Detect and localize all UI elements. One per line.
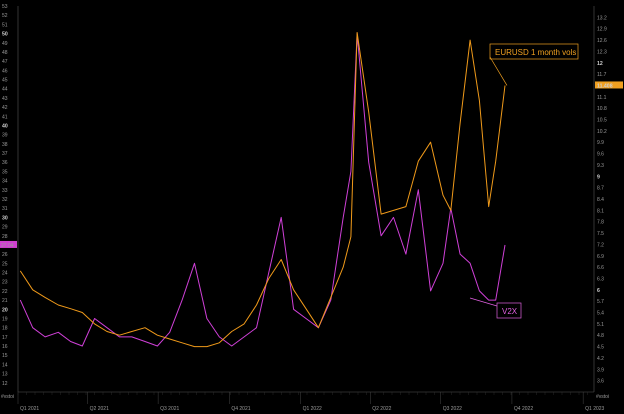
left-tick-label: 40 — [2, 123, 8, 129]
right-tick-label: 9.3 — [597, 163, 604, 169]
left-tick-label: 13 — [2, 372, 8, 378]
x-tick-label: Q1 2022 — [303, 406, 322, 412]
left-tick-label: 24 — [2, 271, 8, 277]
right-tick-label: 7.5 — [597, 231, 604, 237]
left-tick-label: 45 — [2, 78, 8, 84]
left-axis-unit: #vstoi — [1, 394, 14, 400]
right-tick-label: 11.1 — [597, 95, 607, 101]
x-tick-label: Q4 2021 — [231, 406, 250, 412]
left-last-value-label: 27.04 — [1, 243, 14, 249]
right-tick-label: 9 — [597, 174, 600, 180]
annotation-box-v2x — [496, 302, 522, 319]
left-tick-label: 39 — [2, 133, 8, 139]
left-tick-label: 51 — [2, 22, 8, 28]
right-tick-label: 11.7 — [597, 72, 607, 78]
left-tick-label: 36 — [2, 160, 8, 166]
right-tick-label: 9.6 — [597, 152, 604, 158]
left-tick-label: 18 — [2, 326, 8, 332]
right-tick-label: 10.8 — [597, 106, 607, 112]
right-tick-label: 6.6 — [597, 265, 604, 271]
right-tick-label: 8.7 — [597, 186, 604, 192]
right-tick-label: 10.5 — [597, 118, 607, 124]
left-tick-label: 41 — [2, 114, 8, 120]
left-tick-label: 15 — [2, 353, 8, 359]
x-tick-label: Q2 2022 — [372, 406, 391, 412]
left-tick-label: 52 — [2, 13, 8, 19]
left-tick-label: 47 — [2, 59, 8, 65]
series-line-1 — [19, 33, 506, 347]
left-tick-label: 19 — [2, 316, 8, 322]
annotation-box-eurusd — [489, 43, 579, 60]
x-tick-label: Q1 2021 — [20, 406, 39, 412]
left-tick-label: 44 — [2, 87, 8, 93]
right-tick-label: 6 — [597, 288, 600, 294]
right-tick-label: 12.3 — [597, 49, 607, 55]
left-tick-label: 17 — [2, 335, 8, 341]
left-tick-label: 31 — [2, 206, 8, 212]
right-tick-label: 6.3 — [597, 276, 604, 282]
right-tick-label: 8.4 — [597, 197, 604, 203]
left-tick-label: 42 — [2, 105, 8, 111]
left-tick-label: 32 — [2, 197, 8, 203]
left-tick-label: 22 — [2, 289, 8, 295]
right-tick-label: 4.5 — [597, 345, 604, 351]
right-tick-label: 10.2 — [597, 129, 607, 135]
left-tick-label: 14 — [2, 362, 8, 368]
right-tick-label: 7.8 — [597, 220, 604, 226]
left-tick-label: 21 — [2, 298, 8, 304]
left-tick-label: 12 — [2, 381, 8, 387]
right-tick-label: 12.9 — [597, 27, 607, 33]
right-tick-label: 6.9 — [597, 254, 604, 260]
right-tick-label: 4.2 — [597, 356, 604, 362]
right-last-value-label: 11.408 — [597, 83, 613, 89]
left-tick-label: 29 — [2, 225, 8, 231]
left-tick-label: 53 — [2, 4, 8, 10]
left-tick-label: 33 — [2, 188, 8, 194]
annotation-leader-v2x — [469, 297, 498, 307]
right-tick-label: 7.2 — [597, 242, 604, 248]
x-tick-label: Q4 2022 — [514, 406, 533, 412]
left-tick-label: 34 — [2, 179, 8, 185]
right-tick-label: 12.6 — [597, 38, 607, 44]
annotation-leader-eurusd — [489, 56, 508, 86]
left-tick-label: 30 — [2, 215, 8, 221]
left-tick-label: 16 — [2, 344, 8, 350]
right-last-value-badge — [595, 81, 623, 89]
left-tick-label: 20 — [2, 307, 8, 313]
right-tick-label: 8.1 — [597, 208, 604, 214]
right-tick-label: 9.9 — [597, 140, 604, 146]
left-tick-label: 38 — [2, 142, 8, 148]
left-tick-label: 28 — [2, 234, 8, 240]
right-tick-label: 13.2 — [597, 15, 607, 21]
right-axis-unit: #vstoi — [596, 394, 609, 400]
right-tick-label: 5.1 — [597, 322, 604, 328]
right-tick-label: 5.7 — [597, 299, 604, 305]
left-tick-label: 25 — [2, 261, 8, 267]
left-tick-label: 43 — [2, 96, 8, 102]
x-tick-label: Q1 2023 — [585, 406, 604, 412]
left-last-value-badge — [0, 240, 17, 248]
left-tick-label: 23 — [2, 280, 8, 286]
left-tick-label: 50 — [2, 32, 8, 38]
x-tick-label: Q2 2021 — [90, 406, 109, 412]
annotation-label-v2x: V2X — [502, 307, 518, 316]
left-tick-label: 49 — [2, 41, 8, 47]
x-tick-label: Q3 2022 — [443, 406, 462, 412]
right-tick-label: 4.8 — [597, 333, 604, 339]
right-tick-label: 5.4 — [597, 311, 604, 317]
left-tick-label: 35 — [2, 169, 8, 175]
right-tick-label: 12 — [597, 61, 603, 67]
left-tick-label: 46 — [2, 68, 8, 74]
left-tick-label: 37 — [2, 151, 8, 157]
right-tick-label: 3.6 — [597, 379, 604, 385]
series-line-0 — [19, 32, 506, 348]
right-tick-label: 3.9 — [597, 367, 604, 373]
left-tick-label: 26 — [2, 252, 8, 258]
x-tick-label: Q3 2021 — [160, 406, 179, 412]
annotation-label-eurusd: EURUSD 1 month vols — [495, 48, 576, 57]
left-tick-label: 48 — [2, 50, 8, 56]
